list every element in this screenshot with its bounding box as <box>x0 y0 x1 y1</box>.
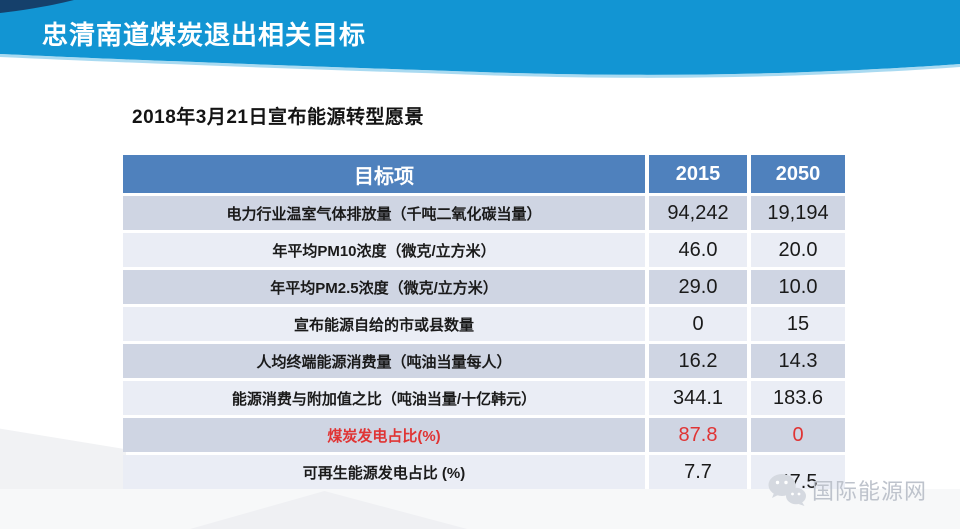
column-header-2015: 2015 <box>649 155 747 193</box>
row-value-2015: 29.0 <box>649 270 747 304</box>
targets-table: 目标项 2015 2050 电力行业温室气体排放量（千吨二氧化碳当量） 94,2… <box>123 155 845 489</box>
row-value-2050: 15 <box>751 307 845 341</box>
row-label: 电力行业温室气体排放量（千吨二氧化碳当量） <box>123 196 645 230</box>
row-value-2050: 20.0 <box>751 233 845 267</box>
column-header-target: 目标项 <box>123 155 645 193</box>
row-label: 年平均PM2.5浓度（微克/立方米） <box>123 270 645 304</box>
table-row-coal-share: 煤炭发电占比(%) 87.8 0 <box>123 418 845 452</box>
row-value-2015: 344.1 <box>649 381 747 415</box>
row-value-2050: 0 <box>751 418 845 452</box>
table-row: 年平均PM2.5浓度（微克/立方米） 29.0 10.0 <box>123 270 845 304</box>
row-value-2015: 0 <box>649 307 747 341</box>
row-value-2015: 46.0 <box>649 233 747 267</box>
table-row: 能源消费与附加值之比（吨油当量/十亿韩元） 344.1 183.6 <box>123 381 845 415</box>
row-value-2050: 19,194 <box>751 196 845 230</box>
table-row: 年平均PM10浓度（微克/立方米） 46.0 20.0 <box>123 233 845 267</box>
column-header-2050: 2050 <box>751 155 845 193</box>
table-row: 可再生能源发电占比 (%) 7.7 47.5 <box>123 455 845 489</box>
row-label: 人均终端能源消费量（吨油当量每人） <box>123 344 645 378</box>
row-value-2015: 16.2 <box>649 344 747 378</box>
table-row: 人均终端能源消费量（吨油当量每人） 16.2 14.3 <box>123 344 845 378</box>
row-value-2050: 10.0 <box>751 270 845 304</box>
watermark: 国际能源网 <box>766 471 927 509</box>
row-label: 可再生能源发电占比 (%) <box>123 455 645 489</box>
row-value-2050: 14.3 <box>751 344 845 378</box>
row-value-2050: 183.6 <box>751 381 845 415</box>
row-value-2015: 7.7 <box>649 455 747 489</box>
row-value-2015: 94,242 <box>649 196 747 230</box>
row-value-2015: 87.8 <box>649 418 747 452</box>
page-title: 忠清南道煤炭退出相关目标 <box>42 20 367 50</box>
row-label: 年平均PM10浓度（微克/立方米） <box>123 233 645 267</box>
table-row: 宣布能源自给的市或县数量 0 15 <box>123 307 845 341</box>
row-label: 煤炭发电占比(%) <box>123 418 645 452</box>
row-label: 能源消费与附加值之比（吨油当量/十亿韩元） <box>123 381 645 415</box>
table-row: 电力行业温室气体排放量（千吨二氧化碳当量） 94,242 19,194 <box>123 196 845 230</box>
table-header-row: 目标项 2015 2050 <box>123 155 845 193</box>
slide-subtitle: 2018年3月21日宣布能源转型愿景 <box>132 107 424 128</box>
watermark-text: 国际能源网 <box>812 479 928 504</box>
row-label: 宣布能源自给的市或县数量 <box>123 307 645 341</box>
wechat-icon <box>768 474 806 506</box>
